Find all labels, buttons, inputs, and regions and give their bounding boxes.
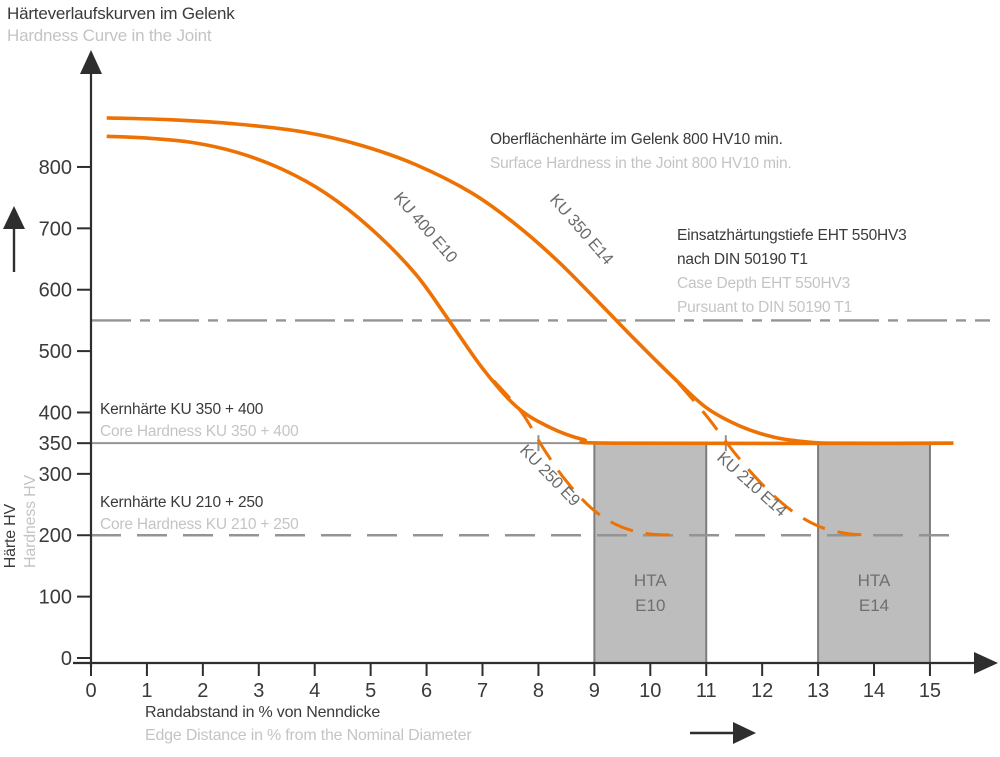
x-axis-title-en: Edge Distance in % from the Nominal Diam… [145, 727, 472, 744]
x-axis-title-de: Randabstand in % von Nenndicke [145, 704, 381, 721]
y-tick-label: 0 [61, 648, 72, 670]
x-tick-label: 12 [751, 680, 773, 702]
curve-ku-250-e9 [492, 379, 682, 537]
x-tick-label: 4 [309, 680, 320, 702]
x-tick-label: 2 [197, 680, 208, 702]
curve-label-4: KU 210 E14 [713, 449, 790, 521]
x-tick-label: 6 [421, 680, 432, 702]
y-tick-label: 300 [39, 464, 72, 486]
left-up-arrowhead-icon [3, 206, 25, 229]
x-tick-label: 0 [85, 680, 96, 702]
core-hardness-350-label-en: Core Hardness KU 350 + 400 [100, 423, 299, 440]
x-tick-label: 3 [253, 680, 264, 702]
y-tick-label: 200 [39, 525, 72, 547]
x-tick-label: 5 [365, 680, 376, 702]
curve-ku-400-e10 [106, 134, 954, 446]
x-tick-label: 11 [696, 680, 717, 702]
case-depth-line1: Einsatzhärtungstiefe EHT 550HV3 [677, 227, 907, 244]
y-tick-label: 500 [39, 341, 72, 363]
x-tick-label: 9 [589, 680, 600, 702]
hta-region [818, 443, 930, 663]
case-depth-line3: Case Depth EHT 550HV3 [677, 275, 850, 292]
page-title-de: Härteverlaufskurven im Gelenk [7, 4, 235, 23]
x-tick-label: 13 [807, 680, 829, 702]
hta-region-label: E14 [859, 596, 889, 615]
y-tick-label: 800 [39, 157, 72, 179]
hta-region-label: HTA [858, 571, 891, 590]
core-hardness-350-label-de: Kernhärte KU 350 + 400 [100, 401, 264, 418]
y-tick-label: 350 [39, 433, 72, 455]
hta-region-label: HTA [634, 571, 667, 590]
y-tick-label: 100 [39, 587, 72, 609]
curve-label-1: KU 400 E10 [390, 189, 461, 266]
x-tick-label: 15 [919, 680, 941, 702]
y-axis-title: Härte HV Hardness HV [2, 436, 40, 568]
x-axis-arrow-icon [974, 652, 998, 674]
curve-label-3: KU 250 E9 [516, 441, 583, 510]
y-tick-label: 700 [39, 218, 72, 240]
surface-hardness-label-de: Oberflächenhärte im Gelenk 800 HV10 min. [490, 131, 783, 148]
y-axis-title-en: Hardness HV [22, 475, 39, 568]
y-tick-label: 400 [39, 402, 72, 424]
x-tick-label: 1 [141, 680, 152, 702]
page-title-en: Hardness Curve in the Joint [7, 26, 212, 45]
core-hardness-210-label-en: Core Hardness KU 210 + 250 [100, 516, 299, 533]
x-tick-label: 7 [477, 680, 488, 702]
x-tick-label: 10 [639, 680, 661, 702]
hta-region [594, 443, 707, 663]
hta-region-label: E10 [635, 596, 665, 615]
core-hardness-210-label-de: Kernhärte KU 210 + 250 [100, 494, 264, 511]
y-axis-arrow-icon [80, 50, 102, 74]
case-depth-annotation: Einsatzhärtungstiefe EHT 550HV3 nach DIN… [677, 224, 907, 320]
curve-ku-210-e14 [677, 382, 872, 537]
surface-hardness-label-en: Surface Hardness in the Joint 800 HV10 m… [490, 155, 792, 172]
x-tick-label: 14 [863, 680, 885, 702]
x-tick-label: 8 [533, 680, 544, 702]
bottom-right-arrowhead-icon [733, 722, 756, 744]
y-axis-title-de: Härte HV [2, 503, 19, 568]
case-depth-line2: nach DIN 50190 T1 [677, 251, 808, 268]
case-depth-line4: Pursuant to DIN 50190 T1 [677, 299, 852, 316]
y-tick-label: 600 [39, 280, 72, 302]
curve-label-2: KU 350 E14 [546, 191, 617, 268]
curve-ku-350-e14 [106, 116, 954, 446]
